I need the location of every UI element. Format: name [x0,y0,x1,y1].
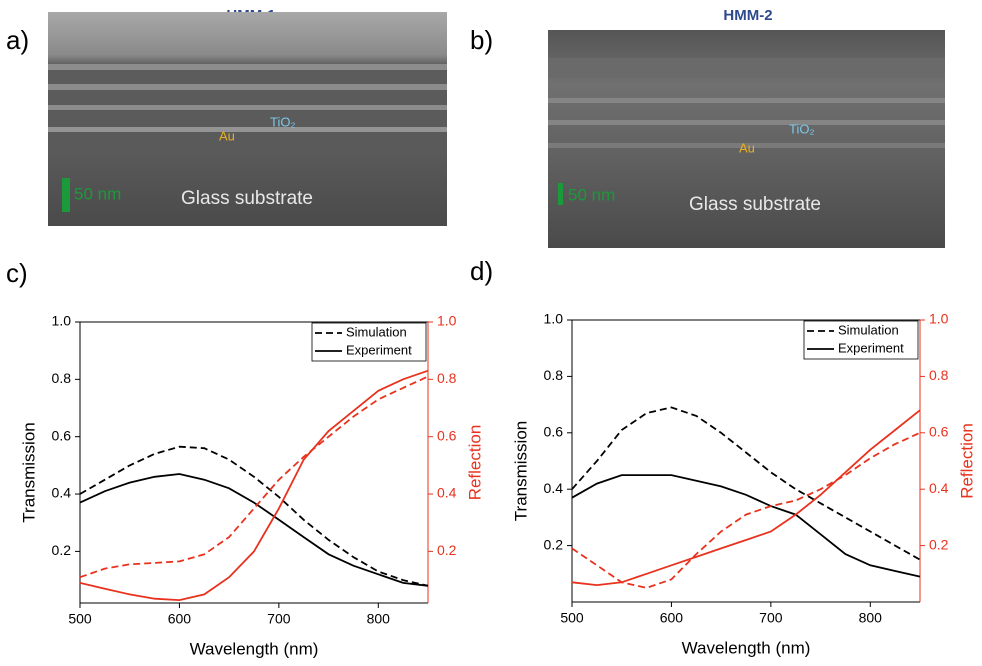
series-line [571,474,921,578]
series-line [571,409,921,587]
series-line [79,445,429,587]
y-axis-label: Transmission [511,421,530,521]
x-axis-label: Wavelength (nm) [190,639,319,658]
sem-image [548,30,945,248]
x-tick-label: 600 [660,610,684,626]
y2-tick-label: 0.8 [437,370,457,386]
layer-label: Au [739,140,755,155]
legend-label: Experiment [346,342,412,357]
y2-tick-label: 0.6 [437,427,457,443]
panel-label: a) [6,25,29,55]
y-tick-label: 0.6 [544,424,564,440]
y-tick-label: 0.4 [52,485,72,501]
series-line [571,431,921,589]
y2-tick-label: 0.8 [929,367,949,383]
y-tick-label: 0.2 [52,542,72,558]
sem-image [48,12,447,226]
x-axis-label: Wavelength (nm) [682,638,811,657]
x-tick-label: 700 [759,610,783,626]
panel-label: b) [470,25,493,55]
scale-label: 50 nm [568,185,615,204]
legend-label: Experiment [838,340,904,355]
substrate-label: Glass substrate [181,188,313,209]
y2-axis-label: Reflection [957,423,976,499]
y2-tick-label: 0.6 [929,424,949,440]
y-tick-label: 1.0 [52,313,72,329]
x-tick-label: 800 [859,610,883,626]
y-tick-label: 0.8 [544,367,564,383]
x-tick-label: 700 [267,611,291,627]
legend [311,322,427,362]
legend-label: Simulation [838,322,899,337]
y2-tick-label: 1.0 [929,311,949,327]
series-line [571,406,921,561]
panel-title: HMM-2 [723,7,772,24]
substrate-label: Glass substrate [689,194,821,215]
legend-label: Simulation [346,324,407,339]
layer-label: TiO₂ [270,114,296,129]
y-axis-label: Transmission [19,422,38,522]
x-tick-label: 500 [560,610,584,626]
y-tick-label: 0.4 [544,480,564,496]
x-tick-label: 500 [68,611,92,627]
series-line [79,369,429,602]
y2-axis-label: Reflection [465,425,484,501]
y2-tick-label: 0.2 [929,536,949,552]
y-tick-label: 0.2 [544,536,564,552]
series-line [79,473,429,587]
scale-label: 50 nm [74,184,121,203]
panel-label: c) [6,258,28,288]
x-tick-label: 600 [168,611,192,627]
x-tick-label: 800 [367,611,391,627]
y-tick-label: 0.6 [52,427,72,443]
series-line [79,375,429,579]
y2-tick-label: 0.4 [437,485,457,501]
y2-tick-label: 1.0 [437,313,457,329]
y-tick-label: 0.8 [52,370,72,386]
layer-label: TiO₂ [789,121,815,136]
y2-tick-label: 0.4 [929,480,949,496]
legend [803,320,919,360]
panel-label: d) [470,256,493,286]
y-tick-label: 1.0 [544,311,564,327]
layer-label: Au [219,128,235,143]
y2-tick-label: 0.2 [437,542,457,558]
